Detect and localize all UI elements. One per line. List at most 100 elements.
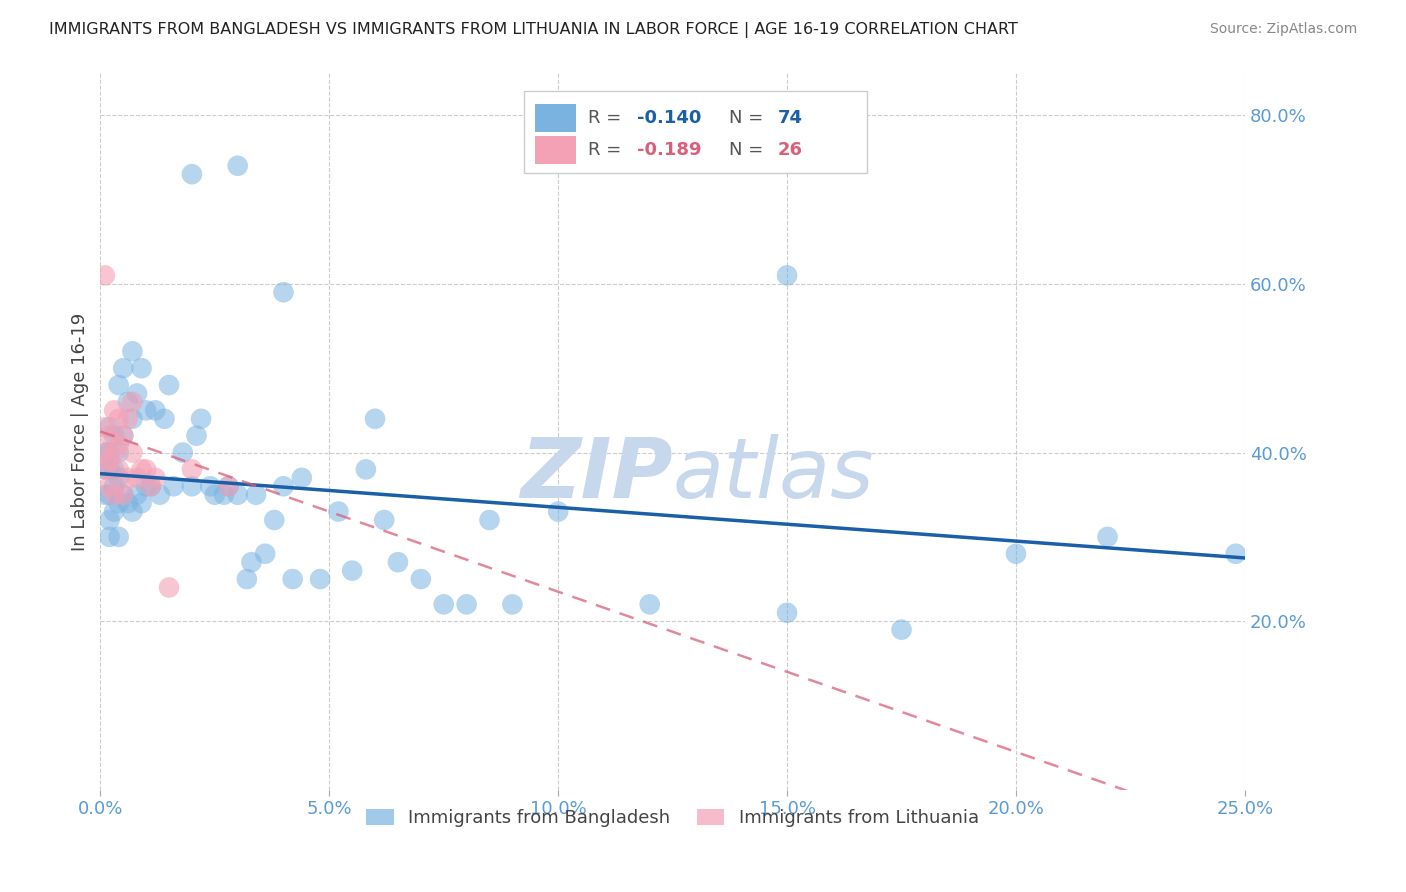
Point (291, 471, 314, 485)
Point (135, 462, 157, 476)
Point (254, 547, 277, 561)
Text: N =: N = (728, 109, 763, 128)
Point (139, 479, 162, 493)
Point (1225, 547, 1247, 561)
Point (409, 572, 432, 586)
Point (98, 530, 121, 544)
Point (263, 513, 285, 527)
Point (94, 445, 117, 459)
Point (98, 454, 121, 468)
Point (107, 437, 129, 451)
Point (112, 488, 135, 502)
Point (200, 479, 222, 493)
Point (180, 462, 202, 476)
Point (204, 488, 226, 502)
Point (153, 412, 176, 426)
Point (212, 488, 235, 502)
Point (328, 505, 350, 519)
Point (107, 462, 129, 476)
Point (1097, 530, 1119, 544)
Point (478, 513, 501, 527)
Point (180, 167, 202, 181)
Text: ZIP: ZIP (520, 434, 672, 515)
Point (149, 488, 172, 502)
Point (94, 268, 117, 283)
Point (121, 505, 143, 519)
Text: N =: N = (728, 141, 763, 159)
Point (117, 412, 139, 426)
Point (94, 462, 117, 476)
Point (98, 420, 121, 434)
Point (245, 488, 267, 502)
Point (638, 598, 661, 612)
Point (112, 361, 135, 376)
Point (121, 344, 143, 359)
Point (135, 479, 157, 493)
Point (117, 395, 139, 409)
Point (107, 445, 129, 459)
Point (143, 471, 166, 485)
Point (125, 488, 148, 502)
Point (186, 428, 208, 442)
Point (125, 471, 148, 485)
Point (121, 412, 143, 426)
Point (890, 623, 912, 637)
Point (157, 378, 180, 392)
Point (157, 581, 180, 595)
Point (121, 445, 143, 459)
Point (373, 513, 395, 527)
Point (273, 285, 295, 300)
Point (309, 572, 332, 586)
Point (98, 428, 121, 442)
Point (103, 462, 125, 476)
Point (226, 488, 249, 502)
Point (190, 412, 212, 426)
Point (1005, 547, 1028, 561)
Point (364, 412, 387, 426)
Point (226, 159, 249, 173)
Point (131, 462, 153, 476)
Point (98, 513, 121, 527)
Point (94, 462, 117, 476)
Text: R =: R = (588, 141, 621, 159)
Text: 74: 74 (778, 109, 803, 128)
Point (98, 445, 121, 459)
Point (218, 479, 240, 493)
Point (387, 555, 409, 569)
Point (103, 403, 125, 417)
Text: Source: ZipAtlas.com: Source: ZipAtlas.com (1209, 22, 1357, 37)
Point (433, 598, 456, 612)
Point (98, 488, 121, 502)
Point (162, 479, 184, 493)
Y-axis label: In Labor Force | Age 16-19: In Labor Force | Age 16-19 (72, 312, 89, 550)
Point (94, 445, 117, 459)
Point (112, 428, 135, 442)
Point (117, 471, 139, 485)
Point (94, 420, 117, 434)
Point (125, 386, 148, 401)
Point (131, 496, 153, 510)
Point (103, 505, 125, 519)
Point (776, 606, 799, 620)
Point (218, 479, 240, 493)
Point (139, 479, 162, 493)
Point (121, 395, 143, 409)
Point (501, 598, 523, 612)
Legend: Immigrants from Bangladesh, Immigrants from Lithuania: Immigrants from Bangladesh, Immigrants f… (359, 802, 986, 835)
Point (236, 572, 259, 586)
Point (340, 564, 363, 578)
Point (240, 555, 263, 569)
Point (131, 361, 153, 376)
FancyBboxPatch shape (536, 104, 576, 132)
Point (107, 412, 129, 426)
Point (107, 496, 129, 510)
Point (456, 598, 478, 612)
Point (112, 428, 135, 442)
Point (172, 445, 194, 459)
Point (776, 268, 799, 283)
Point (94, 488, 117, 502)
Point (103, 428, 125, 442)
Point (107, 471, 129, 485)
FancyBboxPatch shape (524, 91, 868, 173)
Point (281, 572, 304, 586)
